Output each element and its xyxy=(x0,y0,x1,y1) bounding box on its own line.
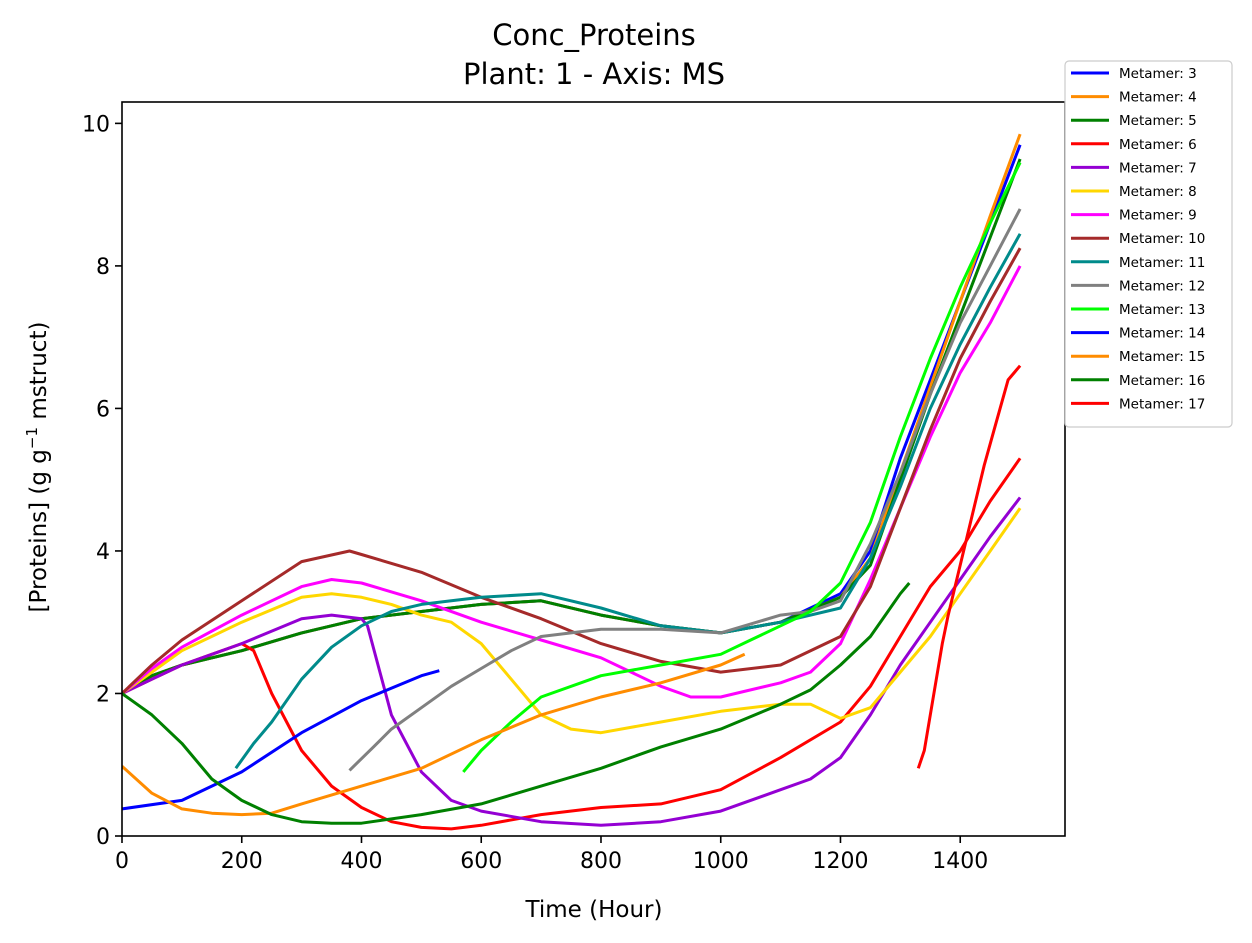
legend-label-0: Metamer: 3 xyxy=(1119,66,1197,82)
axes-frame xyxy=(121,101,1066,837)
series-line-5 xyxy=(122,507,1022,735)
legend-label-2: Metamer: 5 xyxy=(1119,113,1197,129)
chart-subtitle: Plant: 1 - Axis: MS xyxy=(463,57,725,91)
y-tick-label: 2 xyxy=(96,682,110,707)
legend-label-10: Metamer: 13 xyxy=(1119,302,1205,318)
legend-label-12: Metamer: 15 xyxy=(1119,349,1205,365)
legend-label-4: Metamer: 7 xyxy=(1119,160,1197,176)
legend-label-5: Metamer: 8 xyxy=(1119,184,1197,200)
series-line-14 xyxy=(916,364,1022,769)
series-line-10 xyxy=(462,161,1022,773)
y-axis-label-main: [Proteins] (g g xyxy=(26,449,52,612)
x-tick-label: 0 xyxy=(115,849,129,874)
legend: Metamer: 3 Metamer: 4 Metamer: 5 Metamer: 6… xyxy=(1064,60,1233,428)
x-tick-label: 1400 xyxy=(932,849,988,874)
x-tick-label: 800 xyxy=(580,849,622,874)
legend-label-13: Metamer: 16 xyxy=(1119,373,1205,389)
legend-label-6: Metamer: 9 xyxy=(1119,208,1197,224)
x-tick-label: 1000 xyxy=(693,849,749,874)
y-axis-label: [Proteins] (g g−1 mstruct) xyxy=(23,322,52,613)
x-axis-label: Time (Hour) xyxy=(525,897,663,923)
series-line-4 xyxy=(122,496,1022,827)
chart-title: Conc_Proteins xyxy=(492,18,696,52)
legend-label-7: Metamer: 10 xyxy=(1119,231,1205,247)
series-lines xyxy=(122,133,1022,831)
y-tick-label: 10 xyxy=(82,112,110,137)
y-tick-label: 6 xyxy=(96,397,110,422)
legend-label-9: Metamer: 12 xyxy=(1119,278,1205,294)
legend-label-8: Metamer: 11 xyxy=(1119,255,1205,271)
series-line-13 xyxy=(122,582,911,825)
x-tick-label: 400 xyxy=(340,849,382,874)
x-tick-label: 600 xyxy=(460,849,502,874)
series-line-9 xyxy=(348,208,1022,772)
series-line-3 xyxy=(122,457,1022,831)
x-tick-label: 200 xyxy=(221,849,263,874)
x-tick-label: 1200 xyxy=(812,849,868,874)
y-axis-label-superscript: −1 xyxy=(23,427,41,449)
series-line-7 xyxy=(122,247,1022,695)
legend-frame xyxy=(1064,60,1233,428)
y-axis-label-unit: mstruct) xyxy=(26,322,52,427)
legend-label-3: Metamer: 6 xyxy=(1119,137,1197,153)
legend-label-1: Metamer: 4 xyxy=(1119,90,1197,106)
y-tick-label: 0 xyxy=(96,825,110,850)
plot-area: 0 200 400 600 800 1000 1200 1400 0 2 4 6 8 10 xyxy=(82,101,1066,874)
legend-label-11: Metamer: 14 xyxy=(1119,326,1205,342)
series-line-8 xyxy=(234,233,1022,770)
legend-label-14: Metamer: 17 xyxy=(1119,396,1205,412)
y-tick-label: 8 xyxy=(96,255,110,280)
series-line-12 xyxy=(122,652,746,817)
y-tick-label: 4 xyxy=(96,540,110,565)
series-line-11 xyxy=(122,669,440,811)
